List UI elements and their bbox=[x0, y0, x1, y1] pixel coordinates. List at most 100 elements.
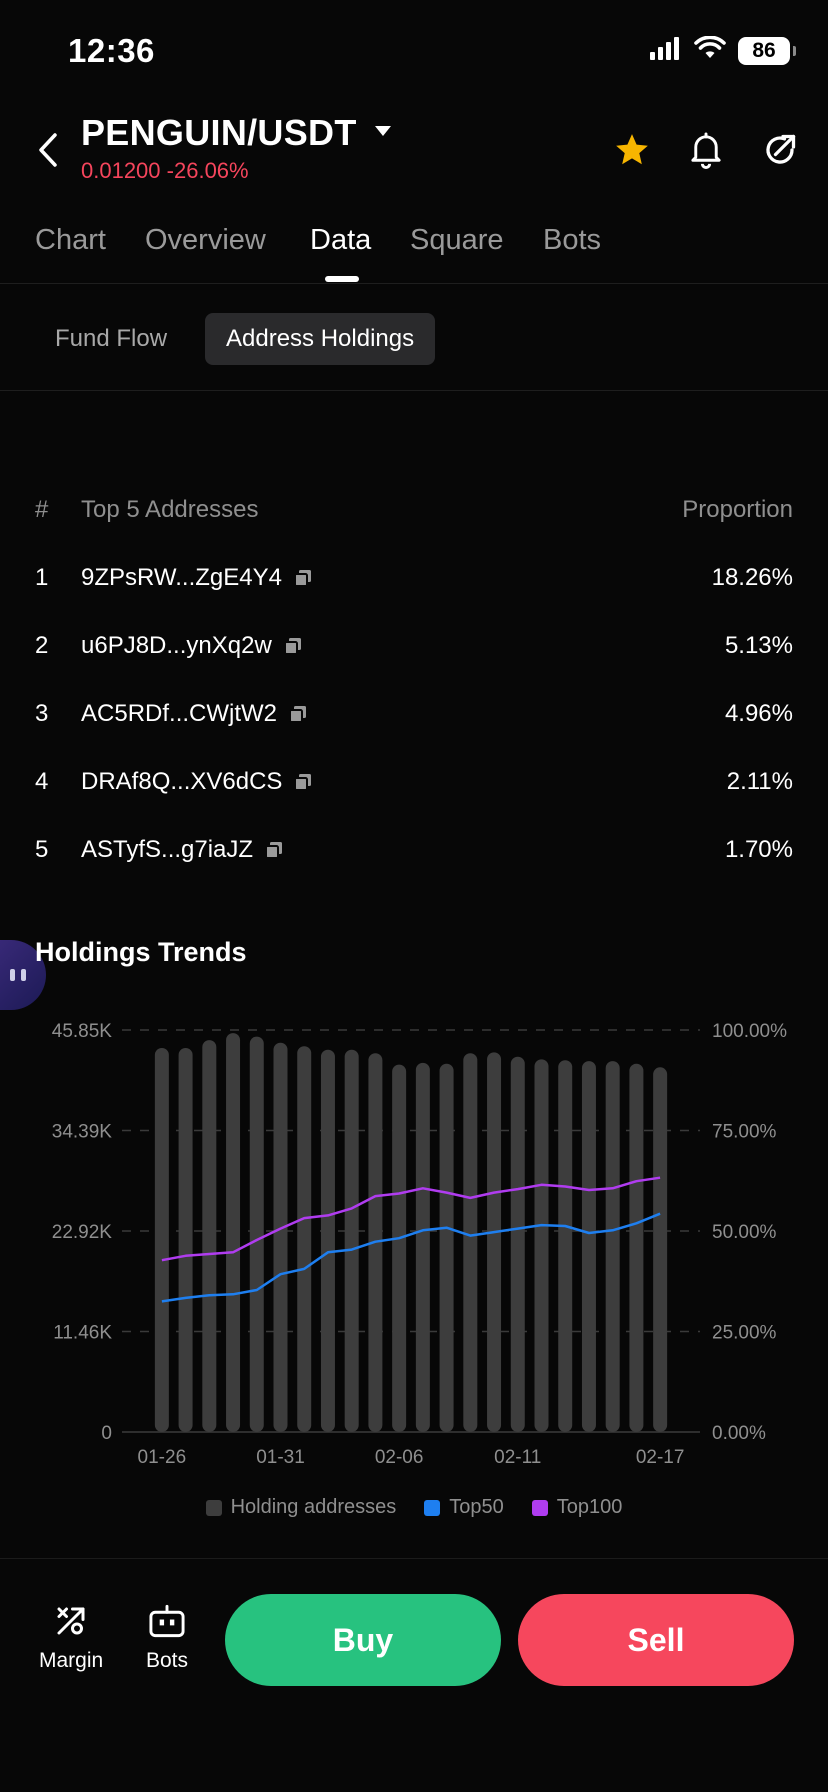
x-tick-label: 01-26 bbox=[138, 1447, 187, 1468]
address-text: AC5RDf...CWjtW2 bbox=[81, 700, 278, 727]
bar-holding-addresses bbox=[439, 1063, 454, 1432]
pair-header: PENGUIN/USDT 0.01200 -26.06% bbox=[0, 100, 828, 200]
row-proportion: 2.11% bbox=[726, 768, 793, 795]
x-tick-label: 02-17 bbox=[636, 1447, 685, 1468]
y-left-tick-label: 45.85K bbox=[52, 1021, 113, 1042]
line-top50 bbox=[161, 1212, 661, 1303]
legend-item-holding-addresses[interactable]: Holding addresses bbox=[205, 1496, 397, 1519]
sell-button[interactable]: Sell bbox=[518, 1594, 794, 1686]
price-change: -26.06% bbox=[166, 158, 249, 183]
bar-holding-addresses bbox=[510, 1056, 525, 1432]
pair-title[interactable]: PENGUIN/USDT bbox=[81, 112, 357, 153]
robot-icon bbox=[147, 1601, 187, 1641]
legend-label: Holding addresses bbox=[230, 1496, 397, 1518]
chevron-left-icon bbox=[39, 133, 57, 167]
header-proportion: Proportion bbox=[682, 496, 793, 523]
table-row: 3 AC5RDf...CWjtW2 4.96% bbox=[0, 676, 828, 744]
bar-holding-addresses bbox=[463, 1053, 478, 1432]
table-row: 4 DRAf8Q...XV6dCS 2.11% bbox=[0, 744, 828, 812]
copy-icon[interactable] bbox=[289, 705, 307, 723]
bar-holding-addresses bbox=[249, 1036, 264, 1432]
y-right-tick-label: 25.00% bbox=[712, 1323, 777, 1344]
row-rank: 1 bbox=[35, 564, 49, 591]
price-line: 0.01200 -26.06% bbox=[81, 158, 249, 184]
y-right-tick-label: 0.00% bbox=[712, 1423, 766, 1444]
bell-icon[interactable] bbox=[686, 130, 726, 170]
row-proportion: 5.13% bbox=[724, 632, 793, 659]
bar-holding-addresses bbox=[226, 1033, 241, 1432]
battery-icon: 86 bbox=[738, 36, 796, 65]
row-address: u6PJ8D...ynXq2w bbox=[81, 632, 302, 660]
table-row: 2 u6PJ8D...ynXq2w 5.13% bbox=[0, 608, 828, 676]
x-tick-label: 02-06 bbox=[375, 1447, 424, 1468]
tab-overview[interactable]: Overview bbox=[145, 224, 266, 256]
bubble-eye-left bbox=[10, 969, 15, 981]
bar-holding-addresses bbox=[653, 1067, 668, 1432]
margin-label: Margin bbox=[39, 1649, 104, 1672]
bar-holding-addresses bbox=[344, 1049, 359, 1432]
top-addresses-table: # Top 5 Addresses Proportion 1 9ZPsRW...… bbox=[0, 480, 828, 880]
bar-holding-addresses bbox=[154, 1047, 169, 1432]
row-address: AC5RDf...CWjtW2 bbox=[81, 700, 307, 728]
row-address: ASTyfS...g7iaJZ bbox=[81, 836, 283, 864]
holdings-trends-svg: 45.85K 100.00% 34.39K 75.00% 22.92K 50.00% 11.… bbox=[52, 1021, 787, 1468]
bar-holding-addresses bbox=[534, 1059, 549, 1432]
bar-holding-addresses bbox=[178, 1047, 193, 1432]
row-rank: 2 bbox=[35, 632, 49, 659]
bar-holding-addresses bbox=[558, 1060, 573, 1432]
bots-label: Bots bbox=[146, 1649, 189, 1672]
buy-button[interactable]: Buy bbox=[225, 1594, 501, 1686]
bar-holding-addresses bbox=[487, 1052, 502, 1432]
x-tick-label: 01-31 bbox=[256, 1447, 305, 1468]
bar-holding-addresses bbox=[605, 1061, 620, 1432]
y-left-tick-label: 0 bbox=[101, 1423, 112, 1444]
legend-swatch bbox=[424, 1499, 441, 1516]
status-icons: 86 bbox=[650, 35, 796, 65]
y-left-tick-label: 11.46K bbox=[53, 1323, 112, 1344]
legend-swatch bbox=[205, 1499, 222, 1516]
row-rank: 4 bbox=[35, 768, 49, 795]
copy-icon[interactable] bbox=[293, 569, 312, 587]
copy-icon[interactable] bbox=[265, 841, 283, 859]
tab-bots[interactable]: Bots bbox=[543, 224, 602, 256]
margin-button[interactable]: Margin bbox=[39, 1601, 103, 1673]
y-left-tick-label: 22.92K bbox=[52, 1222, 113, 1243]
tab-data[interactable]: Data bbox=[310, 224, 372, 256]
bar-holding-addresses bbox=[392, 1064, 407, 1432]
y-left-tick-label: 34.39K bbox=[52, 1122, 113, 1143]
row-rank: 3 bbox=[35, 700, 49, 727]
line-top100 bbox=[161, 1176, 661, 1262]
copy-icon[interactable] bbox=[283, 637, 302, 655]
legend-label: Top50 bbox=[449, 1496, 504, 1518]
last-price: 0.01200 bbox=[81, 158, 161, 183]
tab-chart[interactable]: Chart bbox=[35, 224, 106, 256]
caret-down-icon[interactable] bbox=[374, 124, 392, 142]
bar-holding-addresses bbox=[320, 1049, 335, 1432]
share-icon[interactable] bbox=[760, 130, 800, 170]
legend-item-top50[interactable]: Top50 bbox=[424, 1496, 504, 1519]
y-right-tick-label: 100.00% bbox=[712, 1021, 787, 1042]
address-text: ASTyfS...g7iaJZ bbox=[81, 836, 254, 863]
legend-swatch bbox=[531, 1499, 548, 1516]
table-row: 1 9ZPsRW...ZgE4Y4 18.26% bbox=[0, 540, 828, 608]
holdings-trends-chart: 45.85K 100.00% 34.39K 75.00% 22.92K 50.00% 11.… bbox=[0, 1000, 828, 1520]
legend-item-top100[interactable]: Top100 bbox=[531, 1496, 622, 1519]
bar-holding-addresses bbox=[415, 1062, 430, 1432]
row-proportion: 4.96% bbox=[724, 700, 793, 727]
back-button[interactable] bbox=[32, 128, 64, 172]
bar-holding-addresses bbox=[273, 1042, 288, 1432]
wifi-icon bbox=[694, 35, 726, 65]
copy-icon[interactable] bbox=[294, 773, 312, 791]
row-proportion: 1.70% bbox=[724, 836, 793, 863]
bots-button[interactable]: Bots bbox=[146, 1601, 188, 1673]
subtab-fund-flow[interactable]: Fund Flow bbox=[55, 325, 168, 352]
sub-tabs: Fund Flow Address Holdings bbox=[0, 285, 828, 391]
tab-square[interactable]: Square bbox=[410, 224, 504, 256]
subtab-address-holdings[interactable]: Address Holdings bbox=[205, 313, 436, 365]
star-icon[interactable] bbox=[612, 130, 652, 170]
row-address: 9ZPsRW...ZgE4Y4 bbox=[81, 564, 312, 592]
signal-icon bbox=[650, 36, 682, 65]
table-header: # Top 5 Addresses Proportion bbox=[0, 480, 828, 540]
row-address: DRAf8Q...XV6dCS bbox=[81, 768, 312, 796]
status-bar: 12:36 86 bbox=[0, 0, 828, 100]
